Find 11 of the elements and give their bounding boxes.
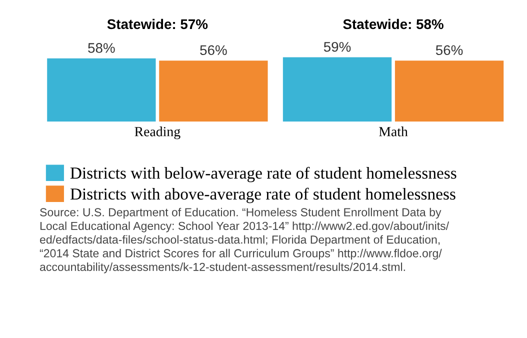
data-label: 59% [324, 42, 351, 52]
x-tick-label: Reading [134, 126, 180, 140]
legend-label: Districts with above-average rate of student homelessness [70, 188, 456, 204]
data-label: 58% [88, 43, 115, 53]
data-label: 56% [436, 45, 463, 56]
text: Statewide: 58% [343, 18, 444, 30]
text: Statewide: 57% [107, 18, 208, 30]
source-note: Source: U.S. Department of Education. “Homeless Student Enrollment Data by Local Educational Agency: School Year 2013-14” http://www2.ed.gov/about/inits/ ed/edfacts/data-files/school-status-data.html; Florida Department of Education, “2014 State and District Scores for all Curriculum Groups” http://www.fldoe.org/ accountability/assessments/k-12-student-assessment/results/2014.stml. [40, 208, 450, 274]
data-label: 56% [200, 45, 227, 56]
x-tick-label: Math [379, 126, 408, 136]
legend-label: Districts with below-average rate of student homelessness [70, 166, 456, 182]
